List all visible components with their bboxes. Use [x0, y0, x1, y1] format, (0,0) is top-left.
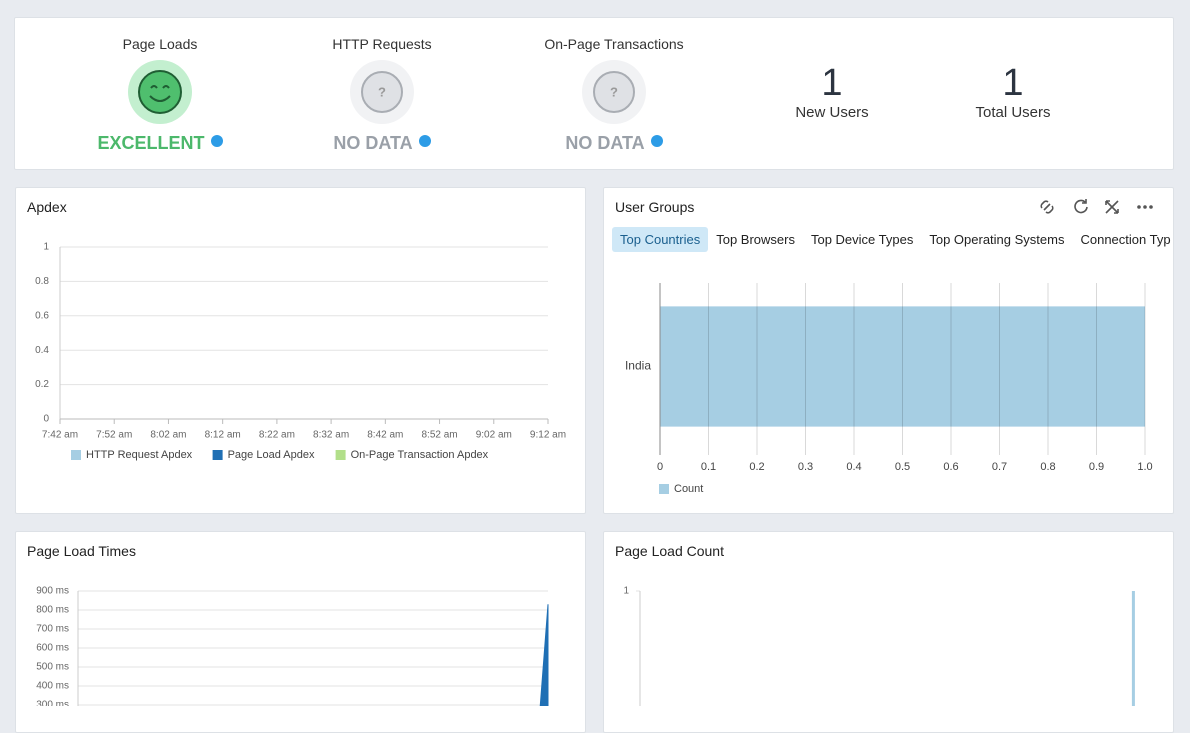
legend-swatch [212, 450, 223, 460]
y-tick-label: 900 ms [36, 586, 69, 597]
link-icon[interactable] [1040, 200, 1054, 214]
y-tick-label: 800 ms [36, 605, 69, 616]
legend-swatch [71, 450, 81, 460]
legend-label: On-Page Transaction Apdex [351, 449, 489, 461]
page-load-times-panel [15, 531, 586, 733]
x-tick-label: 7:52 am [96, 430, 132, 441]
x-tick-label: 8:42 am [367, 430, 403, 441]
tab[interactable]: Top Operating Systems [929, 232, 1065, 247]
x-tick-label: 9:12 am [530, 430, 566, 441]
info-icon[interactable] [210, 135, 223, 147]
panel-title: User Groups [615, 199, 695, 215]
legend-label: Page Load Apdex [228, 449, 315, 461]
x-tick-label: 0.6 [943, 461, 958, 473]
face-icon [128, 60, 192, 124]
label: HTTP Requests [332, 36, 432, 52]
y-tick-label: 500 ms [36, 662, 69, 673]
x-tick-label: 0.1 [701, 461, 716, 473]
x-tick-label: 0 [657, 461, 663, 473]
tab[interactable]: Connection Typ [1080, 232, 1171, 247]
x-tick-label: 8:52 am [421, 430, 457, 441]
x-tick-label: 0.2 [749, 461, 764, 473]
legend-swatch [335, 450, 346, 460]
y-tick-label: 0.2 [35, 379, 49, 390]
legend-label: HTTP Request Apdex [86, 449, 193, 461]
x-tick-label: 0.7 [992, 461, 1007, 473]
status: NO DATA [333, 133, 413, 153]
series-area [539, 604, 549, 706]
legend-swatch [659, 484, 669, 494]
y-tick-label: 1 [623, 586, 629, 597]
x-tick-label: 9:02 am [476, 430, 512, 441]
charts: 0 0.2 0.4 0.6 0.8 1 7:42 am 7:52 am 8:02 am 8:12 … [35, 242, 1153, 706]
tab[interactable]: Top Countries [612, 227, 709, 252]
status: NO DATA [565, 133, 645, 153]
x-tick-label: 0.4 [846, 461, 861, 473]
panel-actions [1040, 199, 1153, 214]
x-tick-label: 0.5 [895, 461, 910, 473]
stat-label: Total Users [975, 104, 1051, 121]
y-tick-label: 0.8 [35, 276, 49, 287]
legend-label: Count [674, 483, 703, 495]
y-tick-label: 400 ms [36, 681, 69, 692]
x-tick-label: 7:42 am [42, 430, 78, 441]
no-data-icon: ? [582, 60, 646, 124]
status: EXCELLENT [97, 133, 205, 153]
stat-value: 1 [821, 62, 843, 104]
page: Page Loads EXCELLENT HTTP Requests ? NO … [14, 17, 1174, 733]
y-tick-label: 0.4 [35, 345, 49, 356]
y-tick-label: 300 ms [36, 700, 69, 706]
stat-value: 1 [1002, 62, 1024, 104]
bar [660, 306, 1145, 427]
svg-text:?: ? [378, 84, 386, 99]
no-data-icon: ? [350, 60, 414, 124]
bar [1131, 591, 1135, 706]
svg-text:?: ? [610, 84, 618, 99]
x-tick-label: 8:32 am [313, 430, 349, 441]
expand-icon[interactable] [1105, 200, 1119, 214]
x-tick-label: 8:22 am [259, 430, 295, 441]
tabs: Top Countries Top Browsers Top Device Type… [612, 227, 1172, 252]
panel-title: Apdex [27, 199, 67, 215]
label: On-Page Transactions [544, 36, 684, 52]
x-tick-label: 0.9 [1089, 461, 1104, 473]
info-icon[interactable] [650, 135, 663, 147]
x-tick-label: 8:02 am [150, 430, 186, 441]
info-icon[interactable] [418, 135, 431, 147]
x-tick-label: 0.3 [798, 461, 813, 473]
y-tick-label: 700 ms [36, 624, 69, 635]
x-tick-label: 1.0 [1137, 461, 1152, 473]
y-tick-label: India [625, 359, 651, 373]
refresh-icon[interactable] [1074, 199, 1088, 214]
y-tick-label: 600 ms [36, 643, 69, 654]
x-tick-label: 0.8 [1040, 461, 1055, 473]
x-tick-label: 8:12 am [205, 430, 241, 441]
page-load-count-panel [603, 531, 1174, 733]
stat-label: New Users [795, 104, 869, 121]
y-tick-label: 0.6 [35, 310, 49, 321]
more-icon[interactable] [1137, 205, 1153, 209]
y-tick-label: 1 [43, 242, 49, 253]
label: Page Loads [122, 36, 198, 52]
panel-title: Page Load Count [615, 543, 724, 559]
tab[interactable]: Top Device Types [810, 232, 914, 247]
tab[interactable]: Top Browsers [716, 232, 795, 247]
y-tick-label: 0 [43, 414, 49, 425]
panel-title: Page Load Times [27, 543, 136, 559]
